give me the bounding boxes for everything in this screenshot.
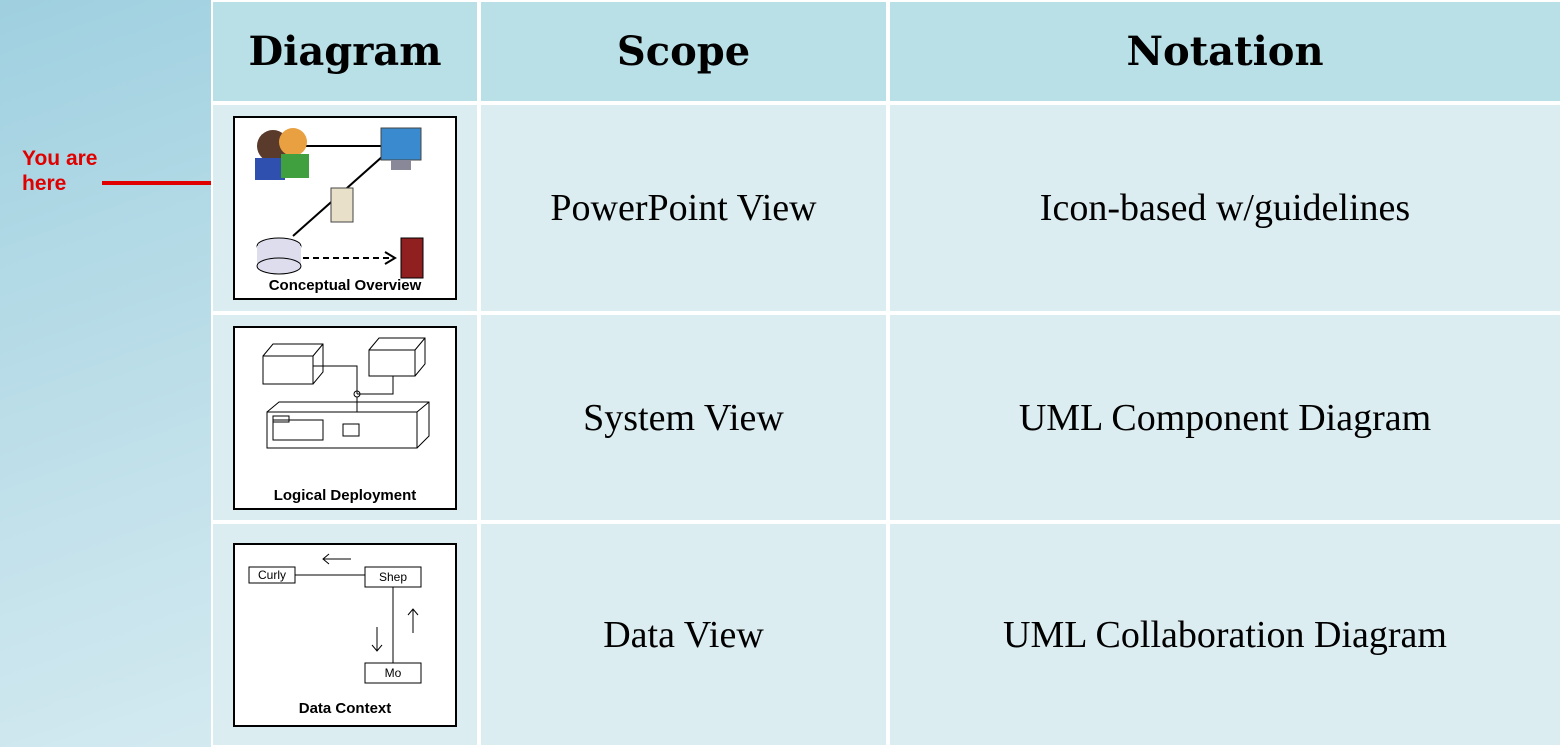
thumb-caption: Logical Deployment (274, 487, 417, 504)
header-cell: Diagram (211, 0, 479, 103)
node-label: Shep (379, 570, 407, 584)
thumb-cell: Logical Deployment (211, 313, 479, 522)
thumb-cell: Conceptual Overview (211, 103, 479, 313)
note-line: You are (22, 147, 98, 170)
thumbnail: Logical Deployment (233, 325, 457, 510)
thumbnail: Curly Shep Mo Data Context (233, 542, 457, 727)
scope-cell: System View (479, 313, 888, 522)
notation-cell: UML Component Diagram (888, 313, 1562, 522)
notation-cell: UML Collaboration Diagram (888, 522, 1562, 747)
note-line: here (22, 172, 67, 195)
header-cell: Scope (479, 0, 888, 103)
thumb-cell: Curly Shep Mo Data Context (211, 522, 479, 747)
scope-cell: PowerPoint View (479, 103, 888, 313)
scope-cell: Data View (479, 522, 888, 747)
thumb-caption: Data Context (299, 700, 392, 717)
you-are-here: You are here (22, 146, 97, 196)
notation-cell: Icon-based w/guidelines (888, 103, 1562, 313)
node-label: Mo (385, 666, 402, 680)
node-label: Curly (258, 568, 286, 582)
thumbnail: Conceptual Overview (233, 116, 457, 300)
header-cell: Notation (888, 0, 1562, 103)
thumb-caption: Conceptual Overview (269, 277, 422, 294)
